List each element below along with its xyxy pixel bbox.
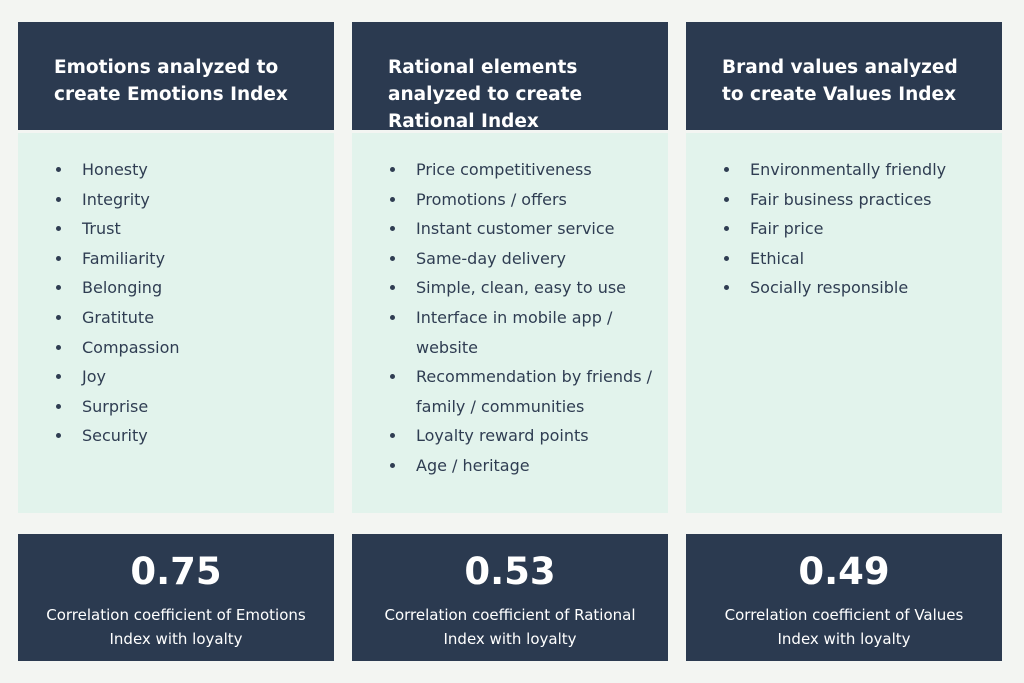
rational-heading: Rational elements analyzed to create Rat…: [388, 57, 583, 132]
values-list-panel: Environmentally friendly Fair business p…: [686, 133, 1002, 513]
emotions-coefficient-caption: Correlation coefficient of Emotions Inde…: [46, 606, 306, 648]
list-item: Environmentally friendly: [722, 155, 992, 185]
emotions-coefficient-value: 0.75: [130, 550, 222, 593]
values-coefficient-value: 0.49: [798, 550, 890, 593]
emotions-stat-box: 0.75 Correlation coefficient of Emotions…: [18, 534, 334, 661]
list-item: Integrity: [54, 185, 324, 215]
values-list: Environmentally friendly Fair business p…: [722, 155, 992, 303]
list-item: Fair business practices: [722, 185, 992, 215]
list-item: Promotions / offers: [388, 185, 658, 215]
values-coefficient-caption: Correlation coefficient of Values Index …: [724, 606, 964, 648]
list-item: Same-day delivery: [388, 244, 658, 274]
values-header: Brand values analyzed to create Values I…: [686, 22, 1002, 130]
list-item: Honesty: [54, 155, 324, 185]
list-item: Socially responsible: [722, 273, 992, 303]
list-item: Recommendation by friends / family / com…: [388, 362, 658, 421]
rational-header: Rational elements analyzed to create Rat…: [352, 22, 668, 132]
values-column: Brand values analyzed to create Values I…: [686, 22, 1002, 661]
list-item: Surprise: [54, 392, 324, 422]
rational-coefficient-caption: Correlation coefficient of Rational Inde…: [384, 606, 636, 648]
list-item: Price competitiveness: [388, 155, 658, 185]
list-item: Joy: [54, 362, 324, 392]
list-item: Loyalty reward points: [388, 421, 658, 451]
list-item: Simple, clean, easy to use: [388, 273, 658, 303]
rational-list-panel: Price competitiveness Promotions / offer…: [352, 133, 668, 513]
rational-list: Price competitiveness Promotions / offer…: [388, 155, 658, 481]
list-item: Fair price: [722, 214, 992, 244]
emotions-heading: Emotions analyzed to create Emotions Ind…: [54, 57, 288, 105]
emotions-column: Emotions analyzed to create Emotions Ind…: [18, 22, 334, 661]
emotions-header: Emotions analyzed to create Emotions Ind…: [18, 22, 334, 130]
rational-coefficient-value: 0.53: [464, 550, 556, 593]
list-item: Interface in mobile app / website: [388, 303, 658, 362]
list-item: Age / heritage: [388, 451, 658, 481]
list-item: Familiarity: [54, 244, 324, 274]
list-item: Trust: [54, 214, 324, 244]
rational-column: Rational elements analyzed to create Rat…: [352, 22, 668, 661]
list-item: Gratitute: [54, 303, 324, 333]
list-item: Ethical: [722, 244, 992, 274]
values-heading: Brand values analyzed to create Values I…: [722, 57, 958, 105]
emotions-list: Honesty Integrity Trust Familiarity Belo…: [54, 155, 324, 451]
list-item: Instant customer service: [388, 214, 658, 244]
list-item: Compassion: [54, 333, 324, 363]
rational-stat-box: 0.53 Correlation coefficient of Rational…: [352, 534, 668, 661]
list-item: Belonging: [54, 273, 324, 303]
emotions-list-panel: Honesty Integrity Trust Familiarity Belo…: [18, 133, 334, 513]
list-item: Security: [54, 421, 324, 451]
values-stat-box: 0.49 Correlation coefficient of Values I…: [686, 534, 1002, 661]
